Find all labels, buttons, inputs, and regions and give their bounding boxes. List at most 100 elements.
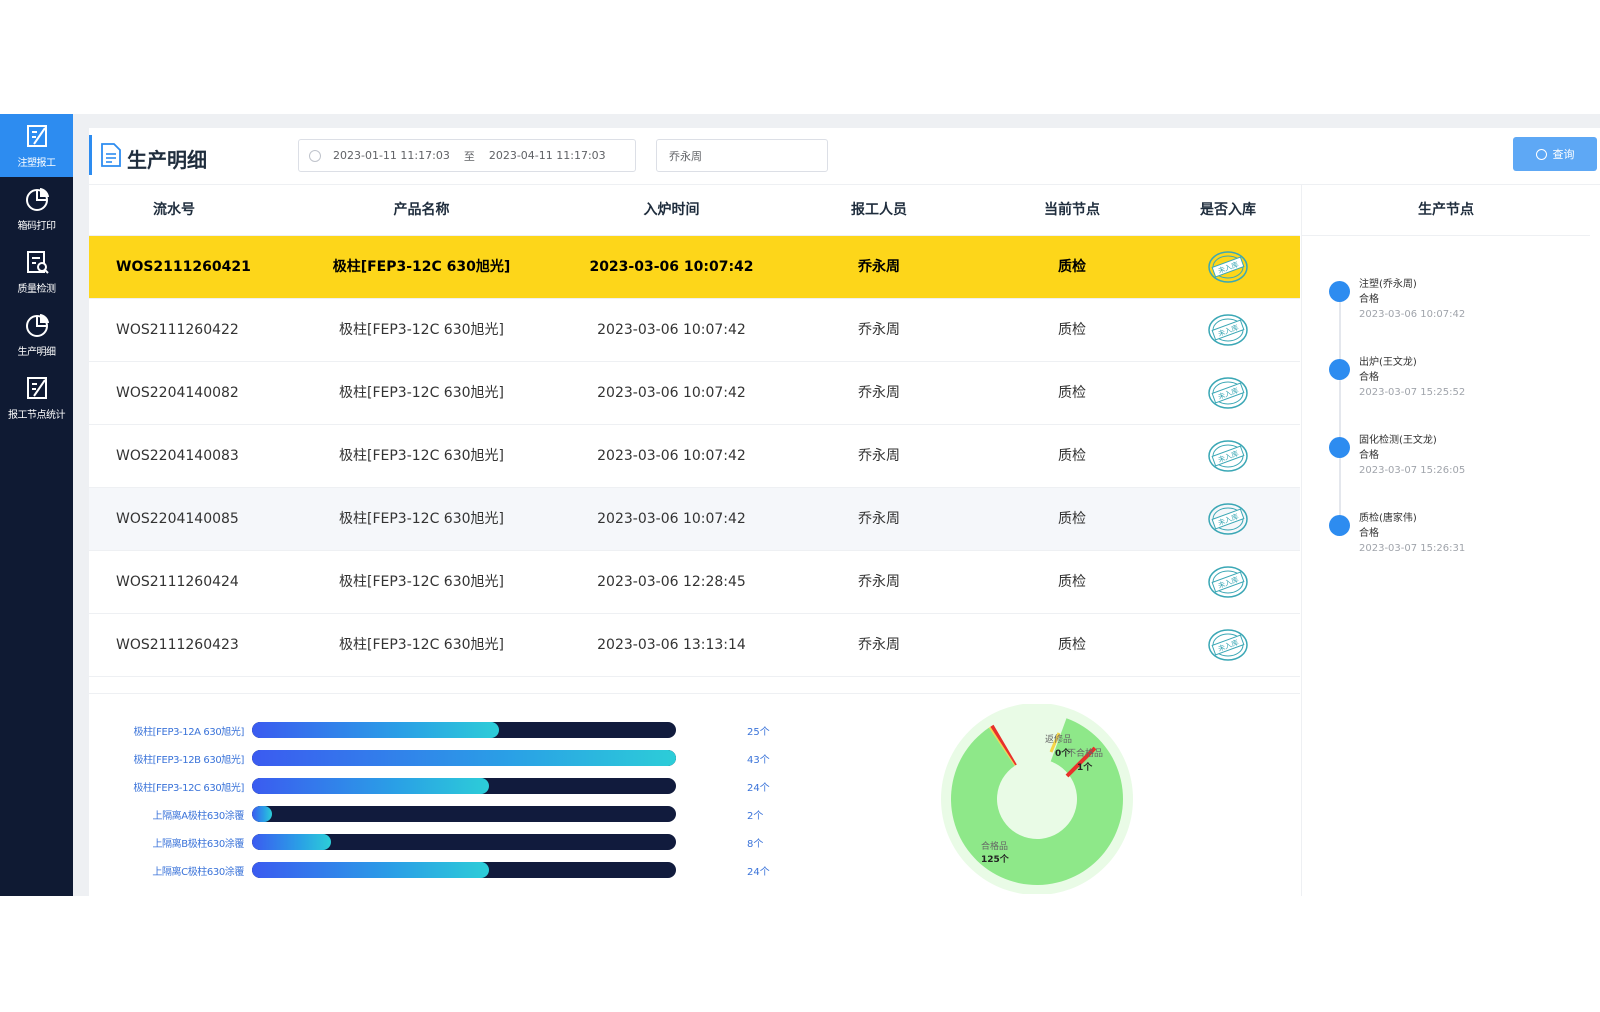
- slice-marker-defect: [1065, 746, 1097, 778]
- production-table: 流水号 产品名称 入炉时间 报工人员 当前节点 是否入库 WOS21112604…: [89, 185, 1300, 693]
- node-title: 固化检测(王文龙): [1359, 435, 1437, 446]
- column-header-worker[interactable]: 报工人员: [851, 202, 907, 218]
- node-status: 合格: [1359, 372, 1379, 383]
- table-row[interactable]: WOS2111260422 极柱[FEP3-12C 630旭光] 2023-03-0…: [89, 299, 1300, 362]
- slice-marker-repair: [1049, 732, 1061, 753]
- bar-row: 上隔离B极柱630涂覆 8个: [89, 833, 789, 851]
- slice-value-label: 0个: [1055, 747, 1071, 759]
- app-window: 注塑报工 箱码打印 质量检测 生产明细 报工节点统计 生产明细 2023-01-…: [0, 114, 1600, 896]
- date-end[interactable]: 2023-04-11 11:17:03: [488, 149, 606, 162]
- product-cell: 极柱[FEP3-12C 630旭光]: [339, 574, 504, 590]
- slice-value-label: 125个: [981, 853, 1010, 865]
- time-cell: 2023-03-06 10:07:42: [597, 511, 746, 527]
- bar[interactable]: [252, 778, 489, 794]
- serial-cell: WOS2111260423: [116, 637, 239, 653]
- date-range-picker[interactable]: 2023-01-11 11:17:03 至 2023-04-11 11:17:0…: [298, 139, 636, 172]
- worker-name-input[interactable]: [656, 139, 828, 172]
- node-cell: 质检: [1058, 385, 1086, 401]
- page-title: 生产明细: [127, 148, 207, 172]
- worker-cell: 乔永周: [858, 448, 900, 464]
- bar-row: 极柱[FEP3-12B 630旭光] 43个: [89, 749, 789, 767]
- column-header-time[interactable]: 入炉时间: [643, 202, 700, 218]
- sidebar-item-quality-check[interactable]: 质量检测: [0, 240, 73, 303]
- clipboard-search-icon: [26, 251, 49, 274]
- node-cell: 质检: [1058, 448, 1086, 464]
- date-separator: 至: [463, 149, 475, 163]
- pie-chart-icon: [25, 314, 49, 337]
- table-row[interactable]: WOS2111260423 极柱[FEP3-12C 630旭光] 2023-03-0…: [89, 614, 1300, 677]
- node-status: 合格: [1359, 294, 1379, 305]
- charts-area: 极柱[FEP3-12A 630旭光] 25个 极柱[FEP3-12B 630旭光] 4…: [89, 693, 1300, 896]
- bar-category-label: 极柱[FEP3-12C 630旭光]: [133, 783, 244, 794]
- node-cell: 质检: [1058, 574, 1086, 590]
- node-title: 注塑(乔永周): [1359, 279, 1417, 290]
- sidebar-item-label: 箱码打印: [17, 221, 57, 232]
- column-header-serial[interactable]: 流水号: [153, 202, 195, 218]
- sidebar-item-box-print[interactable]: 箱码打印: [0, 177, 73, 240]
- bar-row: 极柱[FEP3-12C 630旭光] 24个: [89, 777, 789, 795]
- serial-cell: WOS2204140083: [116, 448, 239, 464]
- sidebar: 注塑报工 箱码打印 质量检测 生产明细 报工节点统计: [0, 114, 73, 896]
- sidebar-item-label: 质量检测: [17, 284, 57, 295]
- quality-donut-chart: 合格品 125个 返修品 0个 不合格品 1个: [919, 703, 1179, 895]
- donut-slice[interactable]: [988, 726, 1016, 766]
- bar[interactable]: [252, 722, 499, 738]
- donut-slice[interactable]: [951, 718, 1123, 885]
- not-in-stock-stamp-icon: 未入库: [1207, 438, 1249, 474]
- worker-cell: 乔永周: [858, 322, 900, 338]
- query-button[interactable]: 查询: [1513, 137, 1597, 171]
- time-cell: 2023-03-06 10:07:42: [597, 448, 746, 464]
- sidebar-item-injection-report[interactable]: 注塑报工: [0, 114, 73, 177]
- node-time: 2023-03-07 15:26:31: [1359, 543, 1466, 554]
- slice-label: 不合格品: [1067, 747, 1103, 759]
- column-header-product[interactable]: 产品名称: [393, 202, 450, 218]
- time-cell: 2023-03-06 10:07:42: [597, 322, 746, 338]
- bar-row: 极柱[FEP3-12A 630旭光] 25个: [89, 721, 789, 739]
- bar[interactable]: [252, 750, 676, 766]
- sidebar-item-production-detail[interactable]: 生产明细: [0, 303, 73, 366]
- query-button-label: 查询: [1552, 148, 1575, 161]
- main-content: 生产明细 2023-01-11 11:17:03 至 2023-04-11 11…: [89, 128, 1600, 896]
- sidebar-item-label: 注塑报工: [17, 158, 57, 169]
- bar-value-label: 24个: [747, 867, 770, 878]
- node-cell: 质检: [1058, 637, 1086, 653]
- bar[interactable]: [252, 834, 331, 850]
- table-row[interactable]: WOS2204140083 极柱[FEP3-12C 630旭光] 2023-03-0…: [89, 425, 1300, 488]
- table-row[interactable]: WOS2204140085 极柱[FEP3-12C 630旭光] 2023-03-0…: [89, 488, 1300, 551]
- sidebar-item-label: 报工节点统计: [8, 410, 66, 421]
- bar-row: 上隔离A极柱630涂覆 2个: [89, 805, 789, 823]
- date-start[interactable]: 2023-01-11 11:17:03: [333, 149, 450, 162]
- production-node-panel: 生产节点 注塑(乔永周) 合格 2023-03-06 10:07:42 出炉(王文龙)…: [1301, 185, 1600, 896]
- toolbar: 生产明细 2023-01-11 11:17:03 至 2023-04-11 11…: [89, 128, 1600, 185]
- bar-category-label: 上隔离A极柱630涂覆: [152, 811, 244, 822]
- not-in-stock-stamp-icon: 未入库: [1207, 375, 1249, 411]
- bar-track: [252, 834, 676, 850]
- table-row[interactable]: WOS2204140082 极柱[FEP3-12C 630旭光] 2023-03-0…: [89, 362, 1300, 425]
- product-cell: 极柱[FEP3-12C 630旭光]: [339, 385, 504, 401]
- node-cell: 质检: [1058, 511, 1086, 527]
- serial-cell: WOS2204140082: [116, 385, 239, 401]
- bar[interactable]: [252, 806, 272, 822]
- bar-track: [252, 778, 676, 794]
- time-cell: 2023-03-06 10:07:42: [589, 259, 754, 275]
- table-header: 流水号 产品名称 入炉时间 报工人员 当前节点 是否入库: [89, 185, 1300, 236]
- bar-track: [252, 862, 676, 878]
- node-title: 出炉(王文龙): [1359, 357, 1417, 368]
- panel-title: 生产节点: [1302, 185, 1590, 236]
- column-header-node[interactable]: 当前节点: [1044, 202, 1100, 218]
- sidebar-item-node-stats[interactable]: 报工节点统计: [0, 366, 73, 429]
- search-icon: [1535, 148, 1547, 160]
- table-row[interactable]: WOS2111260424 极柱[FEP3-12C 630旭光] 2023-03-0…: [89, 551, 1300, 614]
- column-header-stock[interactable]: 是否入库: [1200, 202, 1256, 218]
- table-row[interactable]: WOS2111260421 极柱[FEP3-12C 630旭光] 2023-03-0…: [89, 236, 1300, 299]
- time-cell: 2023-03-06 10:07:42: [597, 385, 746, 401]
- slice-value-label: 1个: [1077, 761, 1093, 773]
- document-icon: [101, 143, 121, 167]
- donut-slice[interactable]: [990, 724, 1017, 766]
- serial-cell: WOS2204140085: [116, 511, 239, 527]
- sidebar-item-label: 生产明细: [17, 347, 57, 358]
- bar-track: [252, 722, 676, 738]
- not-in-stock-stamp-icon: 未入库: [1207, 312, 1249, 348]
- bar[interactable]: [252, 862, 489, 878]
- table-row-partial[interactable]: [89, 677, 1300, 693]
